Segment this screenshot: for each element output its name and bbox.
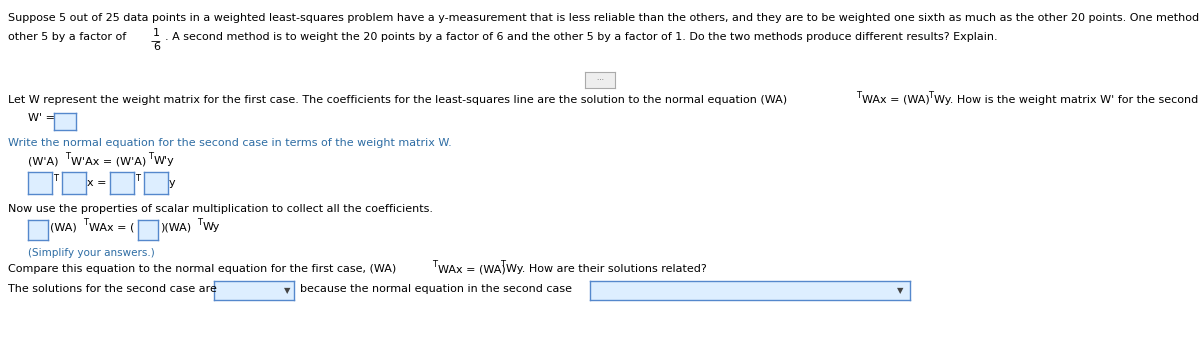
Text: W' =: W' =: [28, 113, 55, 123]
Text: (Simplify your answers.): (Simplify your answers.): [28, 248, 155, 258]
Text: T: T: [500, 260, 505, 269]
Text: —: —: [151, 36, 161, 46]
Text: (W'A): (W'A): [28, 156, 59, 166]
Text: ⋯: ⋯: [596, 77, 604, 83]
Text: y: y: [169, 178, 175, 188]
Text: Now use the properties of scalar multiplication to collect all the coefficients.: Now use the properties of scalar multipl…: [8, 204, 433, 214]
Text: ▼: ▼: [898, 286, 904, 295]
Text: Suppose 5 out of 25 data points in a weighted least-squares problem have a y-mea: Suppose 5 out of 25 data points in a wei…: [8, 13, 1200, 23]
Text: W'Ax = (W'A): W'Ax = (W'A): [71, 156, 146, 166]
Text: 6: 6: [154, 42, 160, 52]
Text: Wy: Wy: [203, 222, 221, 232]
Text: The solutions for the second case are: The solutions for the second case are: [8, 284, 217, 294]
Text: (WA): (WA): [50, 222, 77, 232]
Text: because the normal equation in the second case: because the normal equation in the secon…: [300, 284, 572, 294]
Text: T: T: [432, 260, 437, 269]
Text: T: T: [197, 218, 202, 227]
Text: T: T: [53, 174, 58, 183]
Text: ▼: ▼: [283, 286, 290, 295]
Text: T: T: [134, 174, 140, 183]
Text: x =: x =: [88, 178, 107, 188]
Text: Compare this equation to the normal equation for the first case, (WA): Compare this equation to the normal equa…: [8, 264, 396, 274]
Text: Let W represent the weight matrix for the first case. The coefficients for the l: Let W represent the weight matrix for th…: [8, 95, 787, 105]
Text: 1: 1: [154, 28, 160, 38]
Text: Wy. How is the weight matrix W' for the second case related to the weight matrix: Wy. How is the weight matrix W' for the …: [934, 95, 1200, 105]
Text: Write the normal equation for the second case in terms of the weight matrix W.: Write the normal equation for the second…: [8, 138, 451, 148]
Text: W'y: W'y: [154, 156, 175, 166]
Text: )(WA): )(WA): [160, 222, 191, 232]
Text: T: T: [928, 91, 934, 100]
Text: WAx = (: WAx = (: [89, 222, 134, 232]
Text: WAx = (WA): WAx = (WA): [862, 95, 930, 105]
Text: T: T: [148, 152, 154, 161]
Text: Wy. How are their solutions related?: Wy. How are their solutions related?: [506, 264, 707, 274]
Text: other 5 by a factor of: other 5 by a factor of: [8, 32, 126, 42]
Text: T: T: [856, 91, 862, 100]
Text: . A second method is to weight the 20 points by a factor of 6 and the other 5 by: . A second method is to weight the 20 po…: [166, 32, 997, 42]
Text: WAx = (WA): WAx = (WA): [438, 264, 505, 274]
Text: T: T: [65, 152, 70, 161]
Text: T: T: [83, 218, 88, 227]
